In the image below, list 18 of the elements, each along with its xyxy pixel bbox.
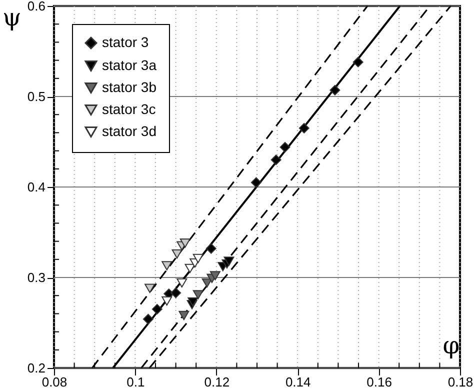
legend-label: stator 3b xyxy=(102,79,157,95)
y-axis-title: ψ xyxy=(2,4,22,32)
y-tick-label: 0.3 xyxy=(27,270,46,285)
y-tick-label: 0.4 xyxy=(27,180,46,194)
legend-label: stator 3d xyxy=(102,123,156,139)
y-tick-label: 0.2 xyxy=(27,360,46,376)
x-tick-label: 0.18 xyxy=(448,374,474,390)
x-tick-label: 0.14 xyxy=(285,374,311,390)
legend-label: stator 3a xyxy=(102,57,157,73)
x-tick-label: 0.08 xyxy=(42,374,68,390)
y-tick-label: 0.5 xyxy=(27,89,46,104)
legend-label: stator 3c xyxy=(102,101,156,117)
y-tick-label: 0.6 xyxy=(27,0,46,14)
x-tick-label: 0.1 xyxy=(126,374,145,390)
x-tick-label: 0.16 xyxy=(366,374,392,390)
legend-label: stator 3 xyxy=(102,34,149,50)
x-axis-title: φ xyxy=(442,332,460,360)
x-tick-label: 0.12 xyxy=(204,374,230,390)
